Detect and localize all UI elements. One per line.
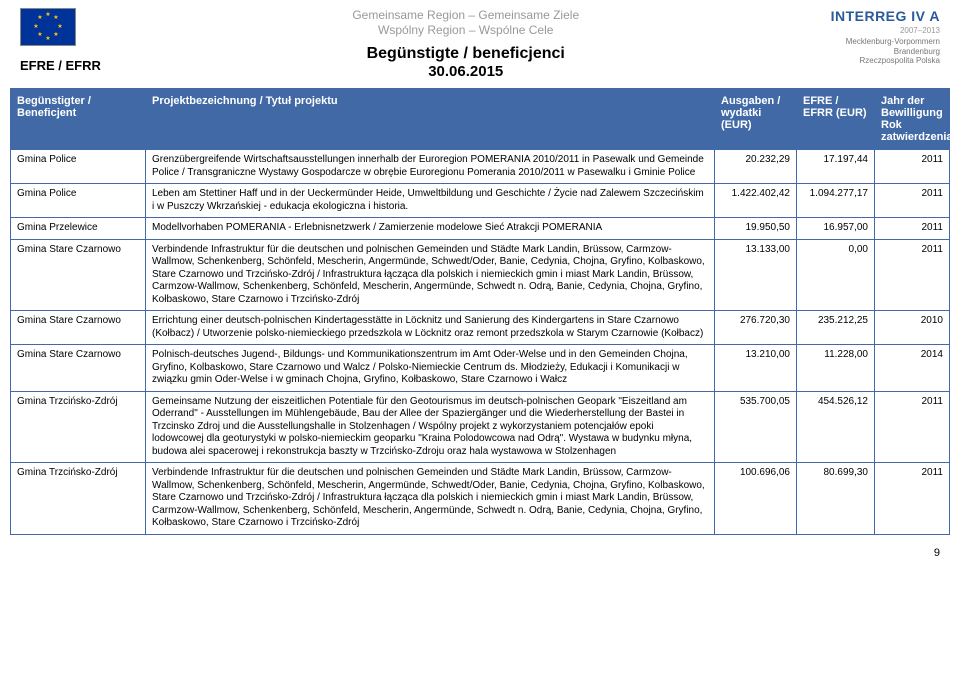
cell-efre: 1.094.277,17: [797, 184, 875, 218]
interreg-years: 2007–2013: [900, 26, 940, 35]
cell-efre: 454.526,12: [797, 391, 875, 463]
left-block: ★ ★ ★ ★ ★ ★ ★ ★ EFRE / EFRR: [20, 8, 101, 73]
header-center: Gemeinsame Region – Gemeinsame Ziele Wsp…: [101, 8, 831, 80]
title-block: Begünstigte / beneficjenci 30.06.2015: [101, 45, 831, 80]
cell-jahr: 2011: [875, 239, 950, 311]
cell-ausgaben: 535.700,05: [715, 391, 797, 463]
table-row: Gmina Police Leben am Stettiner Haff und…: [11, 184, 950, 218]
eu-flag-icon: ★ ★ ★ ★ ★ ★ ★ ★: [20, 8, 76, 46]
cell-jahr: 2011: [875, 150, 950, 184]
table-row: Gmina Trzcińsko-Zdrój Gemeinsame Nutzung…: [11, 391, 950, 463]
header-top-row: ★ ★ ★ ★ ★ ★ ★ ★ EFRE / EFRR Gemeinsame R…: [20, 8, 940, 80]
cell-jahr: 2014: [875, 345, 950, 392]
cell-ausgaben: 276.720,30: [715, 311, 797, 345]
table-row: Gmina Police Grenzübergreifende Wirtscha…: [11, 150, 950, 184]
region-mv: Mecklenburg-Vorpommern: [846, 37, 940, 47]
cell-project: Verbindende Infrastruktur für die deutsc…: [146, 239, 715, 311]
cell-beneficiary: Gmina Police: [11, 184, 146, 218]
cell-ausgaben: 100.696,06: [715, 463, 797, 535]
cell-project: Polnisch-deutsches Jugend-, Bildungs- un…: [146, 345, 715, 392]
cell-jahr: 2011: [875, 391, 950, 463]
table-row: Gmina Przelewice Modellvorhaben POMERANI…: [11, 218, 950, 240]
table-row: Gmina Trzcińsko-Zdrój Verbindende Infras…: [11, 463, 950, 535]
col-jahr: Jahr der Bewilligung Rok zatwierdzenia: [875, 89, 950, 150]
cell-beneficiary: Gmina Stare Czarnowo: [11, 311, 146, 345]
table-header-row: Begünstigter / Beneficjent Projektbezeic…: [11, 89, 950, 150]
region-pl: Rzeczpospolita Polska: [846, 56, 940, 66]
cell-efre: 16.957,00: [797, 218, 875, 240]
table-container: Begünstigter / Beneficjent Projektbezeic…: [0, 88, 960, 535]
cell-jahr: 2011: [875, 184, 950, 218]
cell-beneficiary: Gmina Przelewice: [11, 218, 146, 240]
cell-ausgaben: 13.133,00: [715, 239, 797, 311]
cell-efre: 0,00: [797, 239, 875, 311]
cell-ausgaben: 19.950,50: [715, 218, 797, 240]
cell-beneficiary: Gmina Trzcińsko-Zdrój: [11, 463, 146, 535]
region-names: Mecklenburg-Vorpommern Brandenburg Rzecz…: [846, 37, 940, 66]
cell-efre: 17.197,44: [797, 150, 875, 184]
cell-project: Grenzübergreifende Wirtschaftsausstellun…: [146, 150, 715, 184]
cell-beneficiary: Gmina Stare Czarnowo: [11, 239, 146, 311]
cell-project: Errichtung einer deutsch-polnischen Kind…: [146, 311, 715, 345]
cell-jahr: 2010: [875, 311, 950, 345]
table-row: Gmina Stare Czarnowo Errichtung einer de…: [11, 311, 950, 345]
page-number: 9: [934, 547, 940, 559]
cell-ausgaben: 1.422.402,42: [715, 184, 797, 218]
table-body: Gmina Police Grenzübergreifende Wirtscha…: [11, 150, 950, 535]
col-beneficiary: Begünstigter / Beneficjent: [11, 89, 146, 150]
cell-efre: 235.212,25: [797, 311, 875, 345]
cell-efre: 80.699,30: [797, 463, 875, 535]
cell-project: Modellvorhaben POMERANIA - Erlebnisnetzw…: [146, 218, 715, 240]
cell-jahr: 2011: [875, 463, 950, 535]
page-date: 30.06.2015: [101, 63, 831, 80]
cell-project: Verbindende Infrastruktur für die deutsc…: [146, 463, 715, 535]
slogan-pl: Wspólny Region – Wspólne Cele: [101, 23, 831, 37]
page-title: Begünstigte / beneficjenci: [101, 45, 831, 63]
cell-project: Gemeinsame Nutzung der eiszeitlichen Pot…: [146, 391, 715, 463]
col-project: Projektbezeichnung / Tytuł projektu: [146, 89, 715, 150]
cell-jahr: 2011: [875, 218, 950, 240]
efre-efrr-label: EFRE / EFRR: [20, 58, 101, 73]
slogan-de: Gemeinsame Region – Gemeinsame Ziele: [101, 8, 831, 22]
cell-ausgaben: 20.232,29: [715, 150, 797, 184]
region-bb: Brandenburg: [846, 47, 940, 57]
interreg-logo: INTERREG IV A: [831, 8, 940, 24]
cell-project: Leben am Stettiner Haff und in der Uecke…: [146, 184, 715, 218]
table-row: Gmina Stare Czarnowo Verbindende Infrast…: [11, 239, 950, 311]
table-row: Gmina Stare Czarnowo Polnisch-deutsches …: [11, 345, 950, 392]
cell-beneficiary: Gmina Police: [11, 150, 146, 184]
cell-ausgaben: 13.210,00: [715, 345, 797, 392]
beneficiaries-table: Begünstigter / Beneficjent Projektbezeic…: [10, 88, 950, 535]
col-efre: EFRE / EFRR (EUR): [797, 89, 875, 150]
cell-efre: 11.228,00: [797, 345, 875, 392]
right-logos: INTERREG IV A 2007–2013 Mecklenburg-Vorp…: [831, 8, 940, 66]
cell-beneficiary: Gmina Trzcińsko-Zdrój: [11, 391, 146, 463]
col-ausgaben: Ausgaben / wydatki (EUR): [715, 89, 797, 150]
cell-beneficiary: Gmina Stare Czarnowo: [11, 345, 146, 392]
page-header: ★ ★ ★ ★ ★ ★ ★ ★ EFRE / EFRR Gemeinsame R…: [0, 0, 960, 84]
